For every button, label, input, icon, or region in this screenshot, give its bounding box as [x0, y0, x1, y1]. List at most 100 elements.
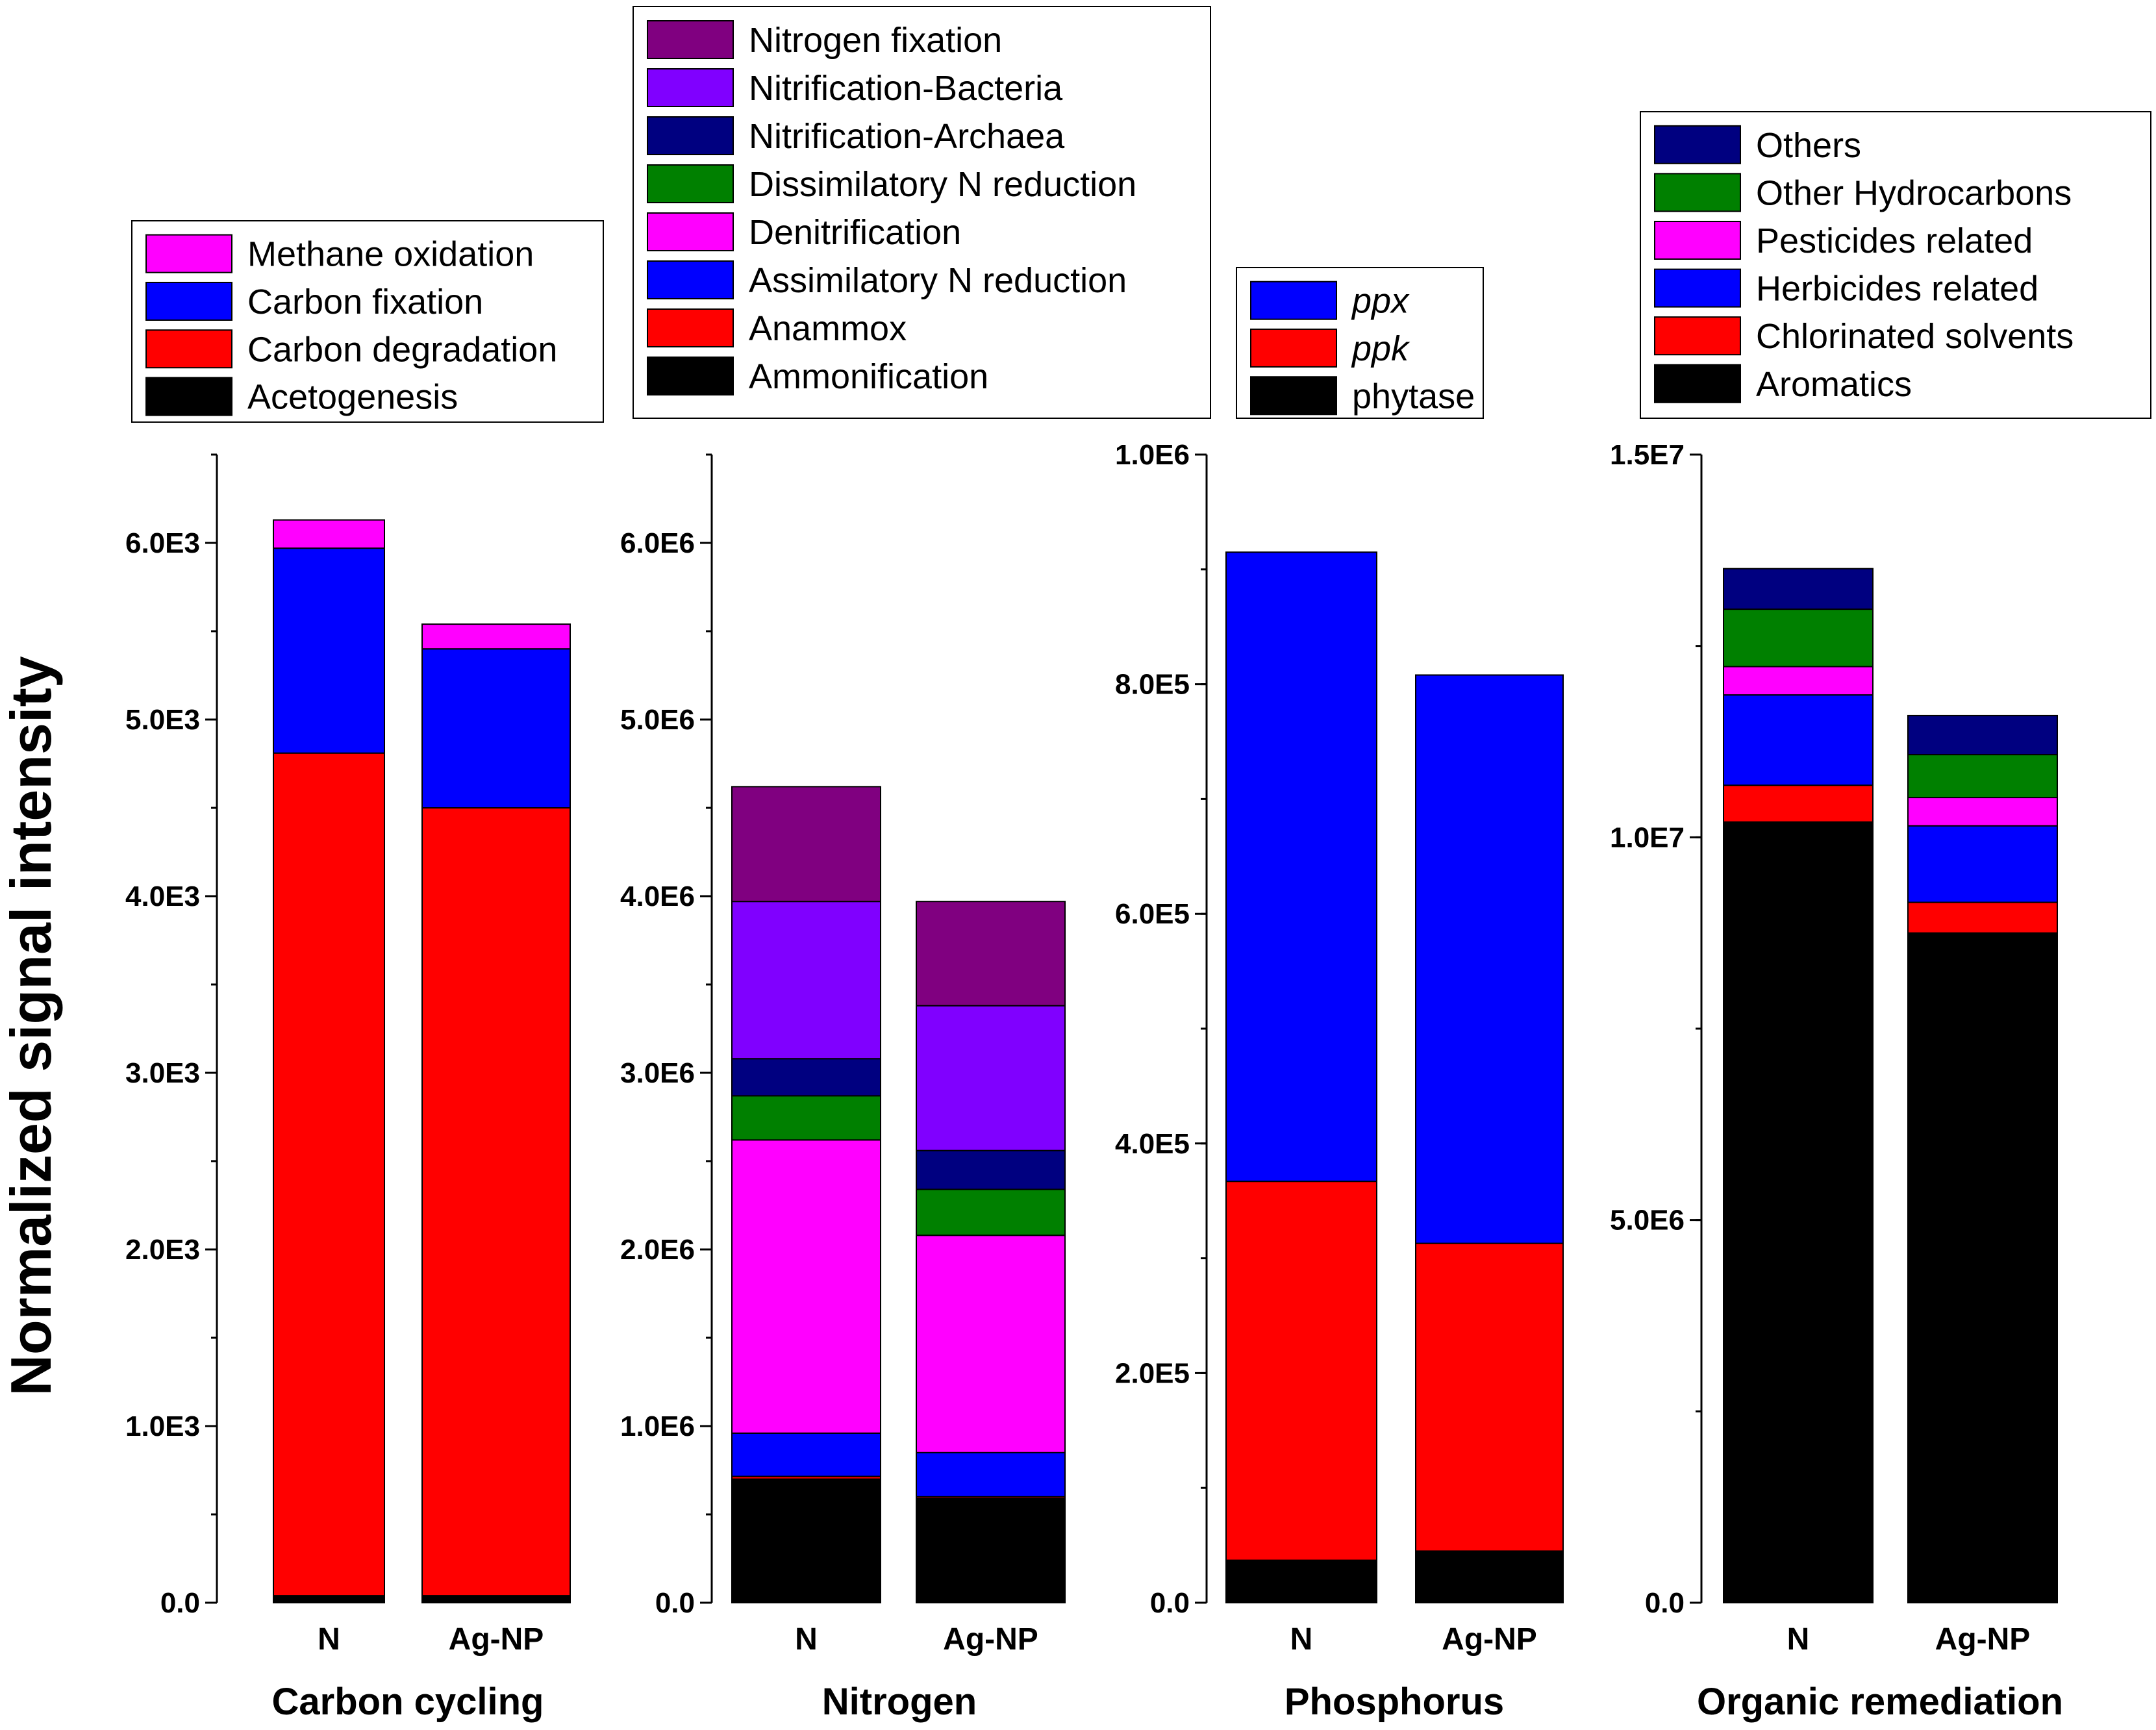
- y-tick-label-6: 6.0E6: [620, 527, 695, 559]
- legend-label-herbicides-related: Herbicides related: [1756, 270, 2038, 308]
- y-tick-label-3: 3.0E6: [620, 1057, 695, 1089]
- legend-label-carbon-degradation: Carbon degradation: [247, 330, 557, 369]
- y-tick-label-4: 4.0E6: [620, 881, 695, 912]
- legend-label-nitrification-archaea: Nitrification-Archaea: [749, 117, 1065, 156]
- panel-phosphorus: N Ag-NP 0.0 2.0E5 4.0E5 6.0E5 8.0E5 1.0E6 Phosph…: [1115, 267, 1564, 1723]
- bar-segment-denitrification-n: [731, 1139, 881, 1434]
- bar-segment-other-hydrocarbons-n: [1723, 608, 1874, 668]
- x-tick-label-ag-np: Ag-NP: [1935, 1622, 2031, 1657]
- x-tick-label-ag-np: Ag-NP: [449, 1622, 544, 1657]
- legend-label-nitrification-bacteria: Nitrification-Bacteria: [749, 69, 1063, 108]
- legend-swatch-aromatics: [1654, 364, 1741, 403]
- bar-segment-other-hydrocarbons-ag-np: [1907, 754, 2058, 799]
- y-tick-label-2: 1.0E7: [1610, 821, 1685, 853]
- legend-swatch-anammox: [647, 308, 734, 347]
- y-tick-label-0: 0.0: [160, 1587, 200, 1619]
- bar-segment-pesticides-related-ag-np: [1907, 797, 2058, 827]
- bar-segment-ammonification-n: [731, 1478, 881, 1604]
- bar-segment-carbon-fixation-n: [273, 547, 385, 754]
- y-tick-label-4: 4.0E3: [125, 881, 200, 912]
- bar-segment-herbicides-related-ag-np: [1907, 825, 2058, 903]
- y-tick-label-0: 0.0: [655, 1587, 695, 1619]
- y-tick-label-2: 2.0E3: [125, 1234, 200, 1266]
- y-tick-label-4: 8.0E5: [1115, 669, 1190, 701]
- legend-swatch-nitrification-bacteria: [647, 68, 734, 107]
- legend-swatch-others: [1654, 125, 1741, 164]
- y-tick-label-1: 1.0E3: [125, 1410, 200, 1442]
- bar-segment-ppx-n: [1225, 551, 1377, 1183]
- bar-segment-pesticides-related-n: [1723, 666, 1874, 696]
- bar-segment-dissimilatory-n-reduction-n: [731, 1095, 881, 1141]
- panel-nitrogen: N Ag-NP 0.0 1.0E6 2.0E6 3.0E6 4.0E6 5.0E6 6.0E6 N…: [620, 6, 1211, 1723]
- y-tick-label-3: 3.0E3: [125, 1057, 200, 1089]
- legend-label-phytase: phytase: [1352, 377, 1475, 416]
- legend-label-denitrification: Denitrification: [749, 213, 961, 252]
- x-tick-label-ag-np: Ag-NP: [1442, 1622, 1537, 1657]
- bar-segment-carbon-fixation-ag-np: [421, 648, 571, 809]
- legend-swatch-other-hydrocarbons: [1654, 173, 1741, 212]
- legend-label-chlorinated-solvents: Chlorinated solvents: [1756, 317, 2074, 356]
- bar-segment-acetogenesis-ag-np: [421, 1595, 571, 1604]
- bar-segment-chlorinated-solvents-n: [1723, 784, 1874, 823]
- y-tick-label-0: 0.0: [1645, 1587, 1685, 1619]
- bar-segment-nitrogen-fixation-ag-np: [916, 901, 1066, 1007]
- bar-segment-assimilatory-n-reduction-ag-np: [916, 1451, 1066, 1498]
- legend-label-carbon-fixation: Carbon fixation: [247, 282, 483, 321]
- bar-segment-nitrification-archaea-n: [731, 1058, 881, 1097]
- legend-nitrogen: Nitrogen fixation Nitrification-Bacteria N…: [633, 6, 1211, 419]
- bar-segment-assimilatory-n-reduction-n: [731, 1432, 881, 1477]
- legend-swatch-methane-oxidation: [145, 234, 232, 273]
- y-tick-label-2: 4.0E5: [1115, 1128, 1190, 1160]
- y-tick-label-5: 5.0E6: [620, 704, 695, 736]
- bar-segment-methane-oxidation-n: [273, 519, 385, 549]
- bar-segment-methane-oxidation-ag-np: [421, 623, 571, 650]
- legend-swatch-carbon-fixation: [145, 281, 232, 321]
- panel-carbon-cycling: N Ag-NP 0.0 1.0E3 2.0E3 3.0E3 4.0E3 5.0E3 6.0E3 C…: [125, 220, 604, 1723]
- y-tick-label-1: 2.0E5: [1115, 1357, 1190, 1389]
- panel-organic-remediation: N Ag-NP 0.0 5.0E6 1.0E7 1.5E7 Organic remediat…: [1610, 111, 2151, 1723]
- legend-swatch-denitrification: [647, 212, 734, 251]
- x-tick-label-ag-np: Ag-NP: [943, 1622, 1038, 1657]
- x-tick-label-n: N: [318, 1622, 340, 1657]
- legend-swatch-ammonification: [647, 357, 734, 395]
- legend-label-aromatics: Aromatics: [1756, 365, 1912, 404]
- y-tick-label-1: 5.0E6: [1610, 1205, 1685, 1236]
- bar-segment-acetogenesis-n: [273, 1595, 385, 1604]
- legend-label-other-hydrocarbons: Other Hydrocarbons: [1756, 173, 2072, 212]
- legend-label-pesticides-related: Pesticides related: [1756, 221, 2033, 260]
- legend-label-ppk: ppk: [1351, 329, 1410, 368]
- y-tick-label-0: 0.0: [1150, 1587, 1190, 1619]
- legend-label-ppx: ppx: [1351, 282, 1410, 321]
- panel-title: Organic remediation: [1697, 1681, 2063, 1723]
- legend-swatch-ppk: [1250, 328, 1337, 368]
- bar-segment-ammonification-ag-np: [916, 1498, 1066, 1604]
- panel-title: Nitrogen: [822, 1681, 977, 1723]
- bar-segment-aromatics-ag-np: [1907, 932, 2058, 1603]
- bar-segment-nitrogen-fixation-n: [731, 786, 881, 903]
- y-tick-label-1: 1.0E6: [620, 1410, 695, 1442]
- legend-label-anammox: Anammox: [749, 309, 907, 348]
- legend-label-methane-oxidation: Methane oxidation: [247, 235, 534, 274]
- y-tick-label-3: 1.5E7: [1610, 439, 1685, 471]
- bar-segment-nitrification-bacteria-ag-np: [916, 1005, 1066, 1151]
- bar-segment-carbon-degradation-ag-np: [421, 807, 571, 1597]
- bar-segment-others-n: [1723, 568, 1874, 610]
- y-tick-label-5: 5.0E3: [125, 704, 200, 736]
- panel-title: Phosphorus: [1285, 1681, 1504, 1723]
- legend-swatch-nitrogen-fixation: [647, 20, 734, 59]
- legend-swatch-nitrification-archaea: [647, 116, 734, 155]
- bar-segment-phytase-ag-np: [1415, 1550, 1564, 1603]
- legend-swatch-chlorinated-solvents: [1654, 316, 1741, 356]
- bar-segment-chlorinated-solvents-ag-np: [1907, 901, 2058, 934]
- legend-swatch-assimilatory-n-reduction: [647, 260, 734, 299]
- y-tick-label-3: 6.0E5: [1115, 898, 1190, 930]
- bar-segment-phytase-n: [1225, 1559, 1377, 1603]
- y-tick-label-2: 2.0E6: [620, 1234, 695, 1266]
- bar-segment-ppk-n: [1225, 1181, 1377, 1561]
- legend-label-dissimilatory-n-reduction: Dissimilatory N reduction: [749, 165, 1136, 204]
- legend-swatch-phytase: [1250, 376, 1337, 416]
- legend-organic-remediation: Others Other Hydrocarbons Pesticides relat…: [1640, 111, 2151, 419]
- legend-swatch-herbicides-related: [1654, 268, 1741, 308]
- legend-label-ammonification: Ammonification: [749, 357, 988, 396]
